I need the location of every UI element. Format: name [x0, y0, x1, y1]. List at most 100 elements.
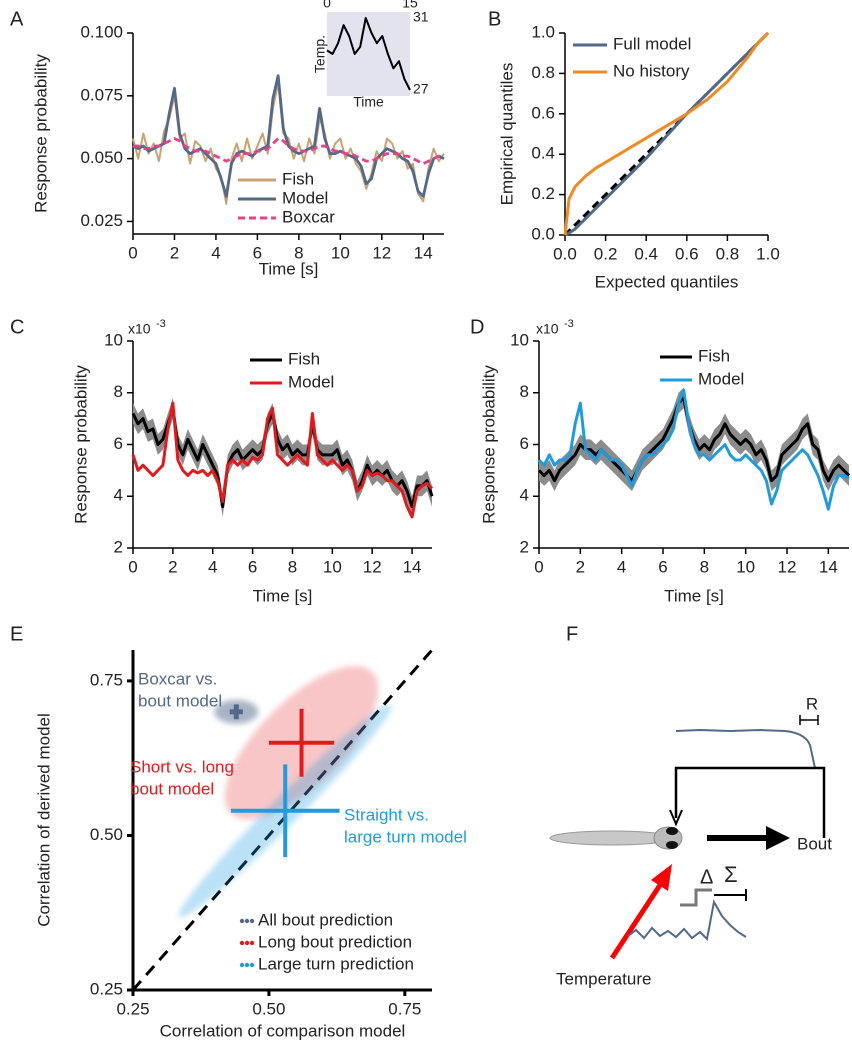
y-tick-label: 8 — [114, 382, 123, 401]
feedback-arrow — [669, 809, 683, 827]
y-tick-label: 27 — [413, 81, 429, 97]
legend-label: Boxcar — [282, 207, 335, 226]
y-tick-label: 0.75 — [90, 670, 123, 689]
x-tick-label: 6 — [248, 557, 257, 576]
y-tick-label: 0.4 — [531, 144, 555, 163]
annotation: Short vs. long — [130, 757, 234, 776]
panel-label: C — [10, 316, 24, 338]
legend-label: Model — [698, 369, 744, 388]
delta-step — [680, 888, 712, 907]
y-tick-label: 10 — [104, 330, 123, 349]
legend-marker — [239, 962, 245, 968]
x-tick-label: 6 — [253, 243, 262, 262]
y-tick-label: 0.6 — [531, 103, 555, 122]
temperature-arrowhead — [651, 864, 672, 891]
legend-label: Long bout prediction — [258, 932, 412, 951]
y-tick-label: 0.8 — [531, 63, 555, 82]
scale-label: x10 — [536, 321, 559, 337]
x-tick-label: 0 — [534, 557, 543, 576]
annotation: Boxcar vs. — [138, 669, 217, 688]
y-axis-label: Correlation of derived model — [34, 713, 53, 927]
x-tick-label: 8 — [294, 243, 303, 262]
x-tick-label: 4 — [208, 557, 217, 576]
annotation: Straight vs. — [344, 805, 429, 824]
x-tick-label: 0.4 — [634, 244, 658, 263]
series-line — [132, 82, 445, 205]
legend-label: Fish — [282, 169, 314, 188]
x-tick-label: 6 — [658, 557, 667, 576]
series-line — [564, 31, 770, 237]
x-tick-label: 2 — [576, 557, 585, 576]
history-trace — [675, 728, 816, 769]
y-tick-label: 0.0 — [531, 224, 555, 243]
x-tick-label: 0.8 — [716, 244, 740, 263]
scale-label: x10 — [128, 321, 151, 337]
x-tick-label: 14 — [403, 557, 422, 576]
reference-diagonal — [131, 649, 434, 991]
panel-label: F — [566, 623, 578, 645]
y-tick-label: 6 — [520, 434, 529, 453]
legend-marker — [244, 940, 250, 946]
x-tick-label: 12 — [372, 243, 391, 262]
scale-exponent: -3 — [564, 318, 574, 330]
y-tick-label: 1.0 — [531, 22, 555, 41]
stimulus-trace — [627, 899, 747, 942]
series-line — [537, 388, 850, 511]
legend-marker — [244, 962, 250, 968]
y-tick-label: 4 — [114, 486, 123, 505]
panel-label: B — [488, 8, 501, 30]
x-tick-label: 15 — [402, 0, 418, 11]
legend-marker — [244, 918, 250, 924]
legend-label: All bout prediction — [258, 910, 393, 929]
x-tick-label: 0 — [323, 0, 331, 11]
diagram-label: Bout — [797, 834, 832, 853]
y-tick-label: 4 — [520, 486, 529, 505]
x-tick-label: 0 — [128, 243, 137, 262]
x-tick-label: 0 — [128, 557, 137, 576]
y-tick-label: 0.075 — [80, 85, 123, 104]
x-tick-label: 0.6 — [675, 244, 699, 263]
x-tick-label: 0.25 — [116, 999, 149, 1018]
x-tick-label: 10 — [331, 243, 350, 262]
x-tick-label: 1.0 — [756, 244, 780, 263]
y-tick-label: 0.050 — [80, 148, 123, 167]
x-axis-label: Expected quantiles — [595, 272, 739, 291]
annotation: bout model — [138, 691, 222, 710]
y-tick-label: 2 — [114, 537, 123, 556]
diagram — [549, 715, 826, 960]
y-tick-label: 31 — [413, 9, 429, 25]
y-tick-label: 0.50 — [90, 825, 123, 844]
x-tick-label: 10 — [736, 557, 755, 576]
diagram-label: Temperature — [556, 969, 651, 988]
x-tick-label: 4 — [617, 557, 626, 576]
legend-marker — [249, 962, 255, 968]
legend-marker — [239, 918, 245, 924]
y-tick-label: 0.25 — [90, 979, 123, 998]
annotation: large turn model — [344, 827, 467, 846]
series-line — [326, 17, 411, 91]
x-tick-label: 2 — [170, 243, 179, 262]
x-tick-label: 0.2 — [594, 244, 618, 263]
x-tick-label: 2 — [168, 557, 177, 576]
x-tick-label: 0.50 — [252, 999, 285, 1018]
x-axis-label: Time — [353, 94, 384, 110]
legend-label: Fish — [698, 346, 730, 365]
y-tick-label: 10 — [510, 330, 529, 349]
x-axis-label: Time [s] — [253, 586, 313, 605]
legend-marker — [249, 918, 255, 924]
legend-label: Model — [282, 188, 328, 207]
legend-label: Large turn prediction — [258, 954, 414, 973]
x-axis-label: Time [s] — [664, 586, 724, 605]
panel-label: A — [10, 8, 24, 30]
x-tick-label: 14 — [414, 243, 433, 262]
series-line — [131, 401, 434, 519]
y-axis-label: Response probability — [31, 54, 50, 213]
series-line — [133, 137, 444, 166]
x-tick-label: 8 — [700, 557, 709, 576]
x-tick-label: 4 — [211, 243, 220, 262]
series-line — [132, 74, 445, 198]
y-tick-label: 0.025 — [80, 211, 123, 230]
y-tick-label: 2 — [520, 537, 529, 556]
